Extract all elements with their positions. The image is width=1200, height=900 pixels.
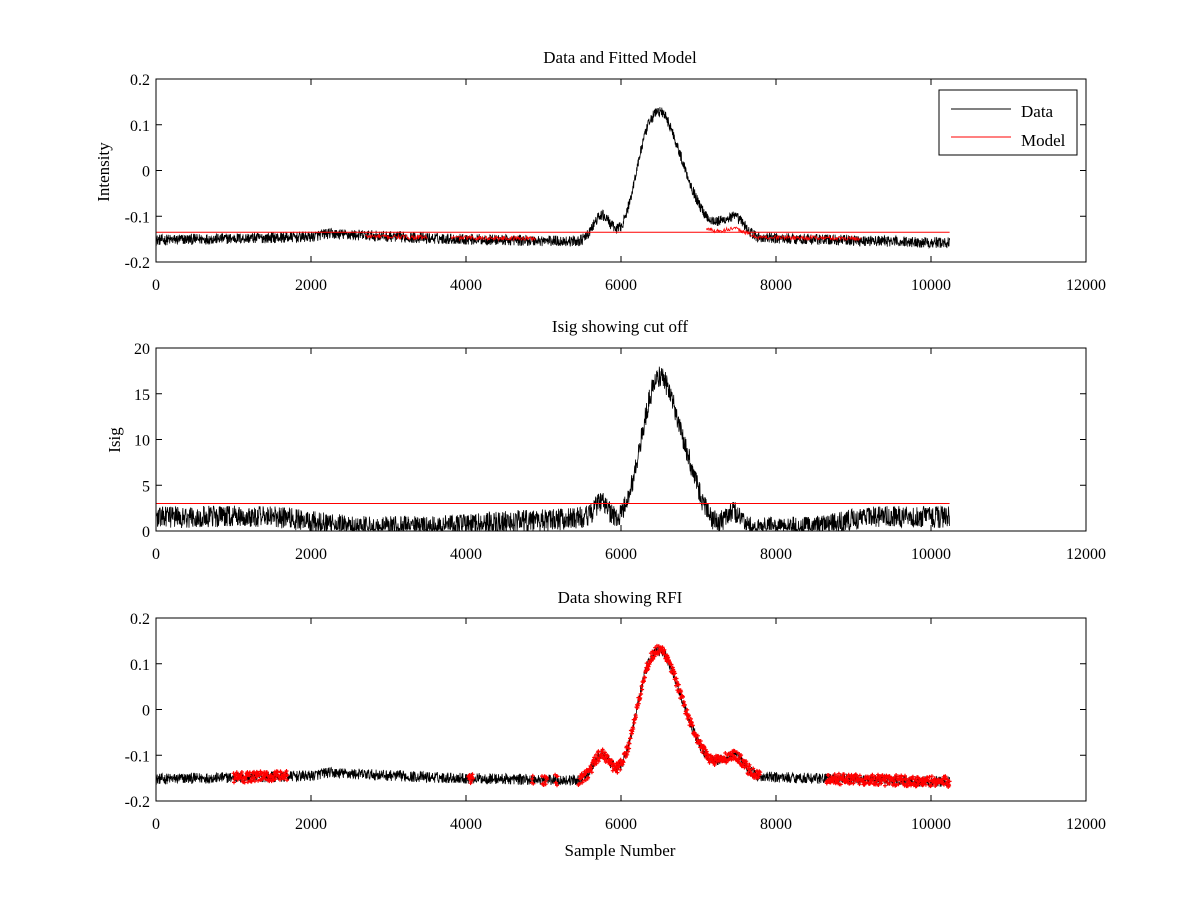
rfi-markers-4 <box>540 774 550 787</box>
x-tick-label: 12000 <box>1066 816 1106 833</box>
rfi-markers-1 <box>231 769 290 785</box>
y-tick-label: 0 <box>142 524 150 541</box>
x-tick-label: 8000 <box>760 546 792 563</box>
panel-1-ylabel: Intensity <box>94 142 113 202</box>
y-tick-label: -0.2 <box>125 255 150 272</box>
x-tick-label: 4000 <box>450 277 482 294</box>
series-line-data <box>156 107 950 250</box>
y-tick-label: 15 <box>134 387 150 404</box>
rfi-flag-range-5 <box>553 772 560 788</box>
rfi-markers-5 <box>553 772 560 788</box>
y-tick-label: -0.1 <box>125 209 150 226</box>
x-tick-label: 8000 <box>760 277 792 294</box>
rfi-markers-3 <box>529 773 536 786</box>
x-tick-label: 10000 <box>911 546 951 563</box>
x-tick-label: 0 <box>152 277 160 294</box>
x-tick-label: 8000 <box>760 816 792 833</box>
rfi-flag-range-4 <box>540 774 550 787</box>
x-tick-label: 2000 <box>295 816 327 833</box>
y-tick-label: 0 <box>142 164 150 181</box>
panel-1-plot-area: 0 2000 4000 6000 8000 10000 12000 -0.2 -0.1 0 0.1 0… <box>125 72 1106 294</box>
panel-3-xlabel: Sample Number <box>565 841 676 860</box>
y-tick-label: -0.2 <box>125 794 150 811</box>
x-tick-label: 2000 <box>295 277 327 294</box>
x-tick-label: 10000 <box>911 816 951 833</box>
rfi-flag-range-3 <box>529 773 536 786</box>
model-segment-2 <box>450 234 537 242</box>
y-tick-label: 0.1 <box>130 118 150 135</box>
series-line-signal <box>156 646 950 789</box>
x-tick-label: 6000 <box>605 546 637 563</box>
panel-2-ylabel: Isig <box>105 427 124 453</box>
panel-1-title: Data and Fitted Model <box>543 48 697 67</box>
x-tick-label: 4000 <box>450 546 482 563</box>
x-tick-label: 4000 <box>450 816 482 833</box>
panel-2-series-group <box>156 366 950 531</box>
y-tick-label: 0.1 <box>130 657 150 674</box>
legend: Data Model <box>938 89 1078 156</box>
rfi-flag-range-6 <box>576 643 763 787</box>
panel-3-title: Data showing RFI <box>558 588 683 607</box>
model-segment-3 <box>705 226 862 242</box>
x-tick-label: 0 <box>152 546 160 563</box>
panel-1-series-group <box>156 107 950 250</box>
x-tick-label: 6000 <box>605 816 637 833</box>
panel-isig: Isig showing cut off Isig 0 2000 4000 6000 8… <box>105 317 1106 563</box>
y-tick-label: 10 <box>134 433 150 450</box>
y-tick-label: 0.2 <box>130 611 150 628</box>
legend-label-model: Model <box>1021 131 1066 150</box>
legend-label-data: Data <box>1021 102 1054 121</box>
y-tick-label: -0.1 <box>125 748 150 765</box>
panel-data-and-model: Data and Fitted Model Intensity 0 2000 400… <box>94 48 1106 294</box>
panel-3-plot-area: 0 2000 4000 6000 8000 10000 12000 -0.2 -0.1 0 0.1 0… <box>125 611 1106 833</box>
y-tick-label: 5 <box>142 478 150 495</box>
x-tick-label: 12000 <box>1066 546 1106 563</box>
rfi-flag-range-1 <box>231 769 290 785</box>
x-tick-label: 10000 <box>911 277 951 294</box>
model-segment-1 <box>364 233 428 241</box>
rfi-markers-6 <box>576 643 763 787</box>
x-tick-label: 0 <box>152 816 160 833</box>
legend-box <box>938 89 1078 156</box>
rfi-flag-range-7 <box>824 771 952 789</box>
y-tick-label: 0 <box>142 703 150 720</box>
panel-3-series-group <box>156 643 952 789</box>
panel-2-plot-area: 0 2000 4000 6000 8000 10000 12000 0 5 10 15 20 <box>134 341 1106 563</box>
x-tick-label: 6000 <box>605 277 637 294</box>
panel-rfi: Data showing RFI Sample Number 0 2000 4000… <box>125 588 1106 860</box>
series-line-signal <box>156 366 950 531</box>
rfi-markers-2 <box>466 772 475 786</box>
panel-2-title: Isig showing cut off <box>552 317 688 336</box>
x-tick-label: 2000 <box>295 546 327 563</box>
rfi-flag-range-2 <box>466 772 475 786</box>
rfi-markers-7 <box>824 771 952 789</box>
x-tick-label: 12000 <box>1066 277 1106 294</box>
y-tick-label: 20 <box>134 341 150 358</box>
y-tick-label: 0.2 <box>130 72 150 89</box>
